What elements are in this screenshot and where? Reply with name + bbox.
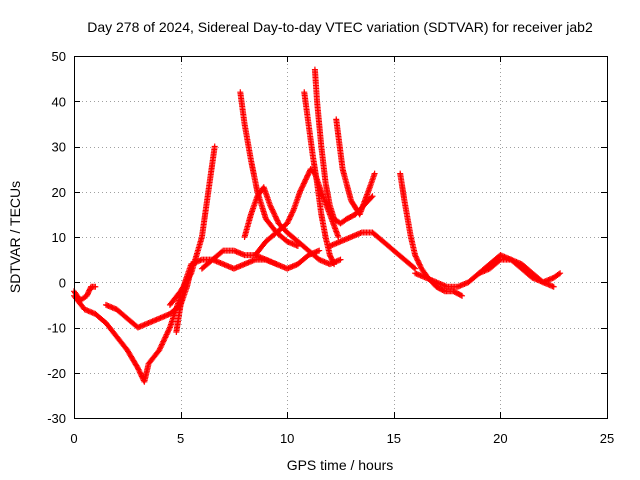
data-point	[286, 214, 293, 221]
data-point	[267, 202, 274, 209]
data-series	[71, 66, 564, 385]
y-axis-label: SDTVAR / TECUs	[7, 181, 23, 293]
data-point	[368, 194, 375, 201]
data-point	[219, 248, 226, 255]
data-point	[270, 209, 277, 216]
data-point	[284, 219, 291, 226]
data-point	[287, 213, 294, 220]
series-arc-16	[476, 252, 557, 290]
data-point	[273, 216, 280, 223]
data-point	[417, 262, 424, 269]
data-point	[289, 209, 296, 216]
y-tick-label: 50	[52, 49, 66, 64]
x-tick-label: 5	[177, 431, 184, 446]
data-point	[274, 217, 281, 224]
data-point	[301, 179, 308, 186]
y-tick-label: 10	[52, 230, 66, 245]
data-point	[330, 259, 337, 266]
data-point	[284, 220, 291, 227]
data-point	[298, 184, 305, 191]
data-point	[412, 252, 419, 259]
data-point	[316, 247, 323, 254]
y-tick-label: 30	[52, 140, 66, 155]
data-point	[272, 213, 279, 220]
data-point	[416, 261, 423, 268]
data-point	[269, 206, 276, 213]
series-arc-13	[326, 229, 419, 272]
data-point	[211, 143, 218, 150]
data-point	[297, 187, 304, 194]
data-point	[138, 372, 145, 379]
data-point	[267, 203, 274, 210]
data-point	[135, 366, 142, 373]
data-point	[299, 183, 306, 190]
data-point	[337, 256, 344, 263]
series-arc-6	[198, 247, 323, 272]
data-point	[136, 369, 143, 376]
data-point	[273, 214, 280, 221]
y-tick-label: 20	[52, 185, 66, 200]
data-point	[412, 253, 419, 260]
data-point	[302, 177, 309, 184]
data-point	[410, 264, 417, 271]
axis-ticks: 0 5 10 15 20 25 -30 -20 -10 0 10 20 30 40 50	[47, 49, 614, 446]
series-arc-2	[71, 292, 184, 385]
series-arc-10	[301, 89, 338, 268]
data-point	[92, 283, 99, 290]
data-point	[271, 210, 278, 217]
data-point	[457, 292, 464, 299]
series-arc-11	[311, 66, 376, 227]
data-point	[300, 180, 307, 187]
data-point	[335, 234, 342, 240]
series-arc-4	[166, 143, 218, 308]
data-point	[302, 176, 309, 183]
y-tick-label: 40	[52, 94, 66, 109]
chart-title: Day 278 of 2024, Sidereal Day-to-day VTE…	[87, 19, 593, 35]
data-point	[550, 283, 557, 290]
series-arc-5	[173, 256, 280, 336]
data-point	[369, 193, 376, 200]
data-point	[331, 261, 338, 268]
data-point	[298, 186, 305, 193]
data-point	[288, 210, 295, 217]
series-arc-7	[237, 89, 301, 250]
series-arc-12	[333, 116, 378, 218]
data-point	[134, 365, 141, 372]
data-point	[300, 181, 307, 188]
data-point	[268, 205, 275, 212]
data-point	[269, 207, 276, 214]
data-point	[288, 212, 295, 219]
x-tick-label: 15	[387, 431, 401, 446]
data-point	[271, 212, 278, 219]
data-point	[440, 287, 447, 294]
grid	[74, 56, 607, 418]
data-point	[138, 373, 145, 380]
data-point	[371, 170, 378, 177]
y-tick-label: -10	[47, 321, 66, 336]
x-axis-label: GPS time / hours	[287, 457, 394, 473]
data-point	[136, 367, 143, 374]
data-point	[137, 370, 144, 377]
data-point	[459, 292, 466, 299]
data-point	[415, 258, 422, 265]
data-point	[413, 254, 420, 261]
series-arc-9	[252, 166, 342, 259]
x-tick-label: 0	[70, 431, 77, 446]
data-point	[289, 208, 296, 215]
x-tick-label: 25	[600, 431, 614, 446]
data-point	[285, 217, 292, 224]
data-point	[555, 271, 562, 278]
data-point	[286, 216, 293, 223]
y-tick-label: -20	[47, 366, 66, 381]
x-tick-label: 20	[493, 431, 507, 446]
y-tick-label: 0	[59, 275, 66, 290]
data-point	[296, 188, 303, 195]
y-tick-label: -30	[47, 411, 66, 426]
x-tick-label: 10	[280, 431, 294, 446]
data-point	[414, 257, 421, 264]
data-point	[415, 260, 422, 267]
data-point	[557, 270, 564, 277]
data-point	[414, 256, 421, 263]
